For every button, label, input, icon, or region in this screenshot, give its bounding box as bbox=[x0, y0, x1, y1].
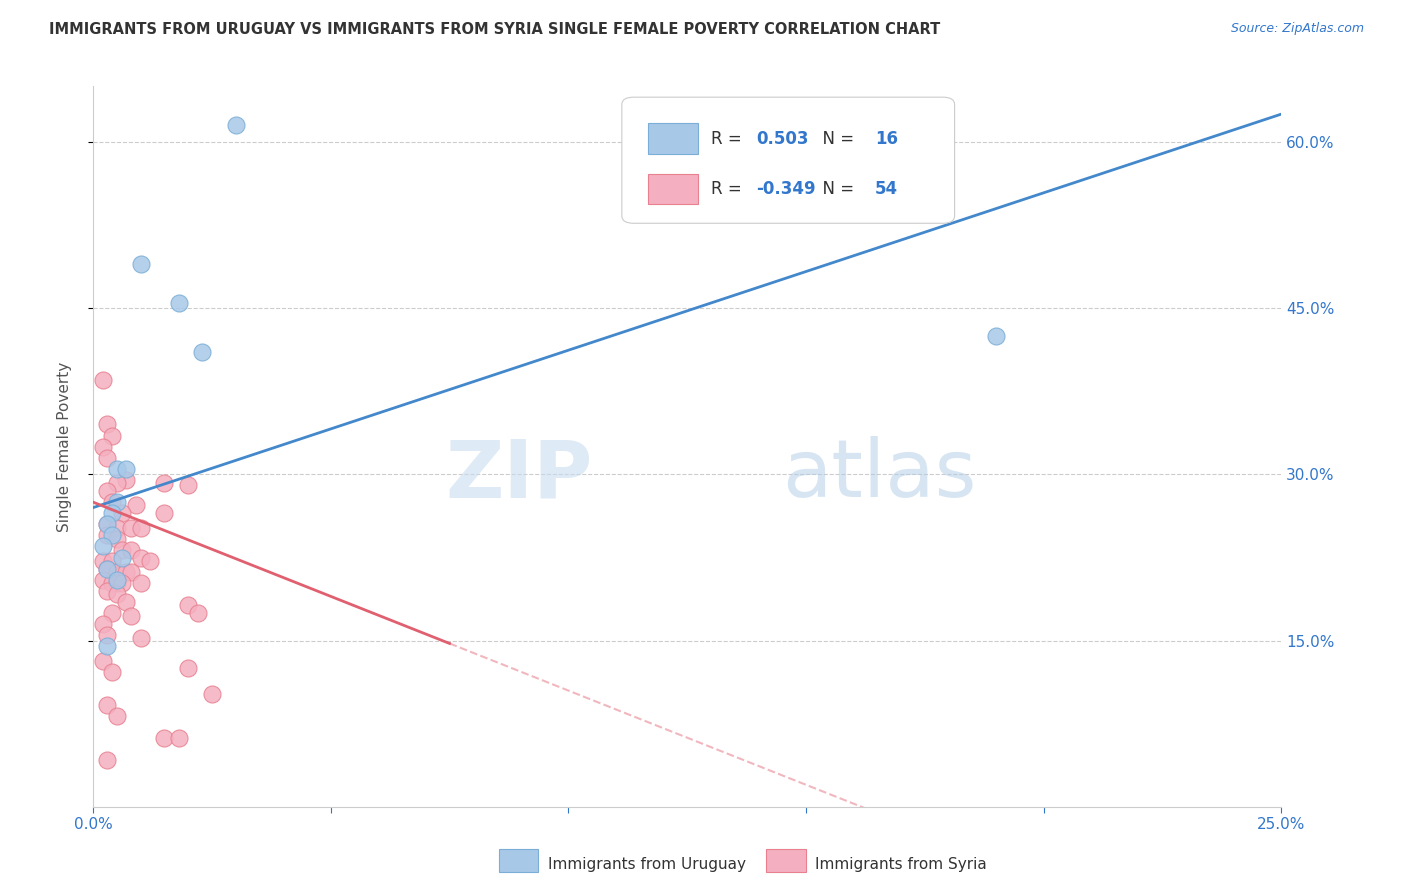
Point bbox=[96, 628, 118, 642]
Point bbox=[105, 576, 128, 591]
Point bbox=[91, 554, 114, 568]
Point bbox=[101, 606, 124, 620]
Text: 0.503: 0.503 bbox=[756, 129, 808, 147]
Point bbox=[115, 565, 138, 579]
Point bbox=[91, 440, 114, 454]
Point bbox=[96, 639, 118, 653]
Point bbox=[120, 609, 142, 624]
Point bbox=[120, 520, 142, 534]
Point bbox=[120, 542, 142, 557]
Point bbox=[101, 528, 124, 542]
Point bbox=[187, 606, 209, 620]
Point bbox=[153, 506, 176, 520]
Point bbox=[96, 753, 118, 767]
Point bbox=[139, 554, 162, 568]
Point bbox=[110, 576, 132, 591]
Point bbox=[96, 417, 118, 432]
Text: IMMIGRANTS FROM URUGUAY VS IMMIGRANTS FROM SYRIA SINGLE FEMALE POVERTY CORRELATI: IMMIGRANTS FROM URUGUAY VS IMMIGRANTS FR… bbox=[49, 22, 941, 37]
Text: -0.349: -0.349 bbox=[756, 180, 815, 198]
Point bbox=[91, 654, 114, 668]
Point bbox=[167, 731, 190, 746]
Point bbox=[177, 661, 200, 675]
Point bbox=[986, 328, 1008, 343]
Point bbox=[153, 731, 176, 746]
Text: R =: R = bbox=[711, 129, 747, 147]
Point bbox=[101, 665, 124, 679]
Point bbox=[191, 345, 214, 359]
Point bbox=[96, 450, 118, 465]
Text: Immigrants from Syria: Immigrants from Syria bbox=[815, 857, 987, 871]
Point bbox=[105, 476, 128, 491]
Point bbox=[105, 573, 128, 587]
Point bbox=[129, 576, 152, 591]
Point bbox=[91, 540, 114, 554]
Bar bbox=[648, 123, 697, 153]
Point bbox=[91, 617, 114, 632]
Point bbox=[110, 506, 132, 520]
Point bbox=[201, 687, 224, 701]
Point bbox=[96, 583, 118, 598]
Point bbox=[96, 517, 118, 532]
Point bbox=[96, 517, 118, 532]
Point bbox=[101, 554, 124, 568]
Point bbox=[129, 632, 152, 646]
Text: R =: R = bbox=[711, 180, 747, 198]
Point bbox=[129, 550, 152, 565]
Y-axis label: Single Female Poverty: Single Female Poverty bbox=[58, 361, 72, 532]
Text: N =: N = bbox=[813, 180, 859, 198]
Text: 16: 16 bbox=[875, 129, 898, 147]
Point bbox=[101, 428, 124, 442]
Text: N =: N = bbox=[813, 129, 859, 147]
Point bbox=[129, 520, 152, 534]
Point bbox=[105, 495, 128, 509]
Point bbox=[120, 565, 142, 579]
Point bbox=[96, 698, 118, 712]
Point bbox=[153, 476, 176, 491]
Point bbox=[225, 118, 247, 132]
Point bbox=[129, 257, 152, 271]
Point bbox=[105, 462, 128, 476]
Point bbox=[115, 473, 138, 487]
Text: Source: ZipAtlas.com: Source: ZipAtlas.com bbox=[1230, 22, 1364, 36]
Point bbox=[91, 373, 114, 387]
Point bbox=[96, 561, 118, 575]
Point bbox=[110, 542, 132, 557]
Point bbox=[115, 462, 138, 476]
Bar bbox=[648, 174, 697, 204]
Point bbox=[105, 532, 128, 546]
FancyBboxPatch shape bbox=[621, 97, 955, 223]
Point bbox=[177, 478, 200, 492]
Point bbox=[96, 528, 118, 542]
Point bbox=[101, 506, 124, 520]
Point bbox=[96, 483, 118, 498]
Text: atlas: atlas bbox=[782, 436, 977, 515]
Point bbox=[96, 561, 118, 575]
Point bbox=[177, 598, 200, 612]
Text: 54: 54 bbox=[875, 180, 898, 198]
Text: Immigrants from Uruguay: Immigrants from Uruguay bbox=[548, 857, 747, 871]
Point bbox=[105, 565, 128, 579]
Point bbox=[105, 587, 128, 601]
Point bbox=[105, 709, 128, 723]
Text: ZIP: ZIP bbox=[444, 436, 592, 515]
Point bbox=[110, 550, 132, 565]
Point bbox=[91, 573, 114, 587]
Point bbox=[105, 520, 128, 534]
Point bbox=[101, 576, 124, 591]
Point bbox=[167, 295, 190, 310]
Point bbox=[101, 495, 124, 509]
Point bbox=[125, 499, 148, 513]
Point bbox=[115, 595, 138, 609]
